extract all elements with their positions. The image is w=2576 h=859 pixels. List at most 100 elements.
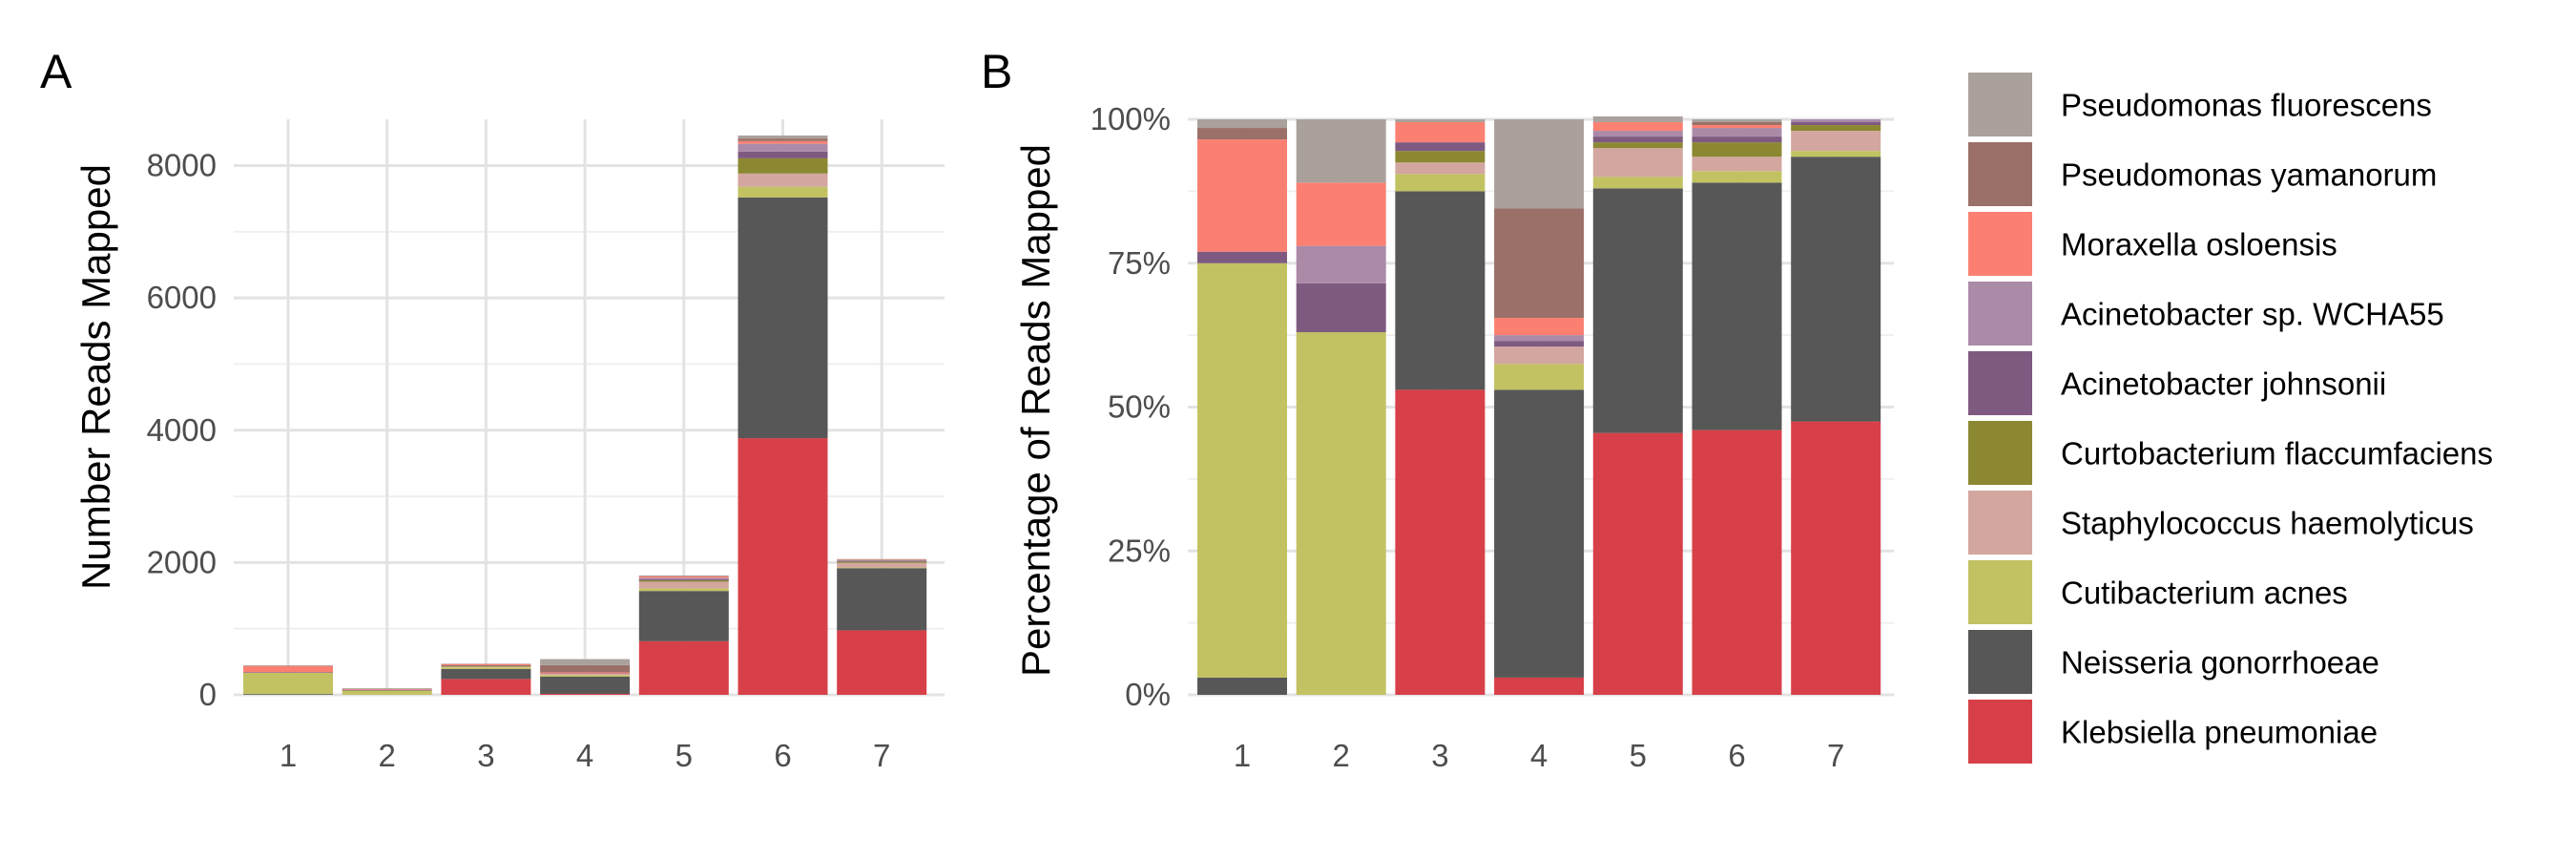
- bar-segment-cutibacterium-acnes-1: [243, 672, 333, 695]
- bar-segment-acinetobacter-johnsonii-2: [342, 689, 432, 691]
- x-tick-label: 6: [774, 738, 791, 773]
- legend-label: Neisseria gonorrhoeae: [2061, 645, 2379, 681]
- legend-key-neisseria-gonorrhoeae: [1968, 630, 2032, 694]
- bar-stack-5: [1592, 115, 1683, 695]
- bar-segment-cutibacterium-acnes-5: [638, 588, 729, 592]
- bar-segment-klebsiella-pneumoniae-7: [1791, 421, 1881, 695]
- bar-segment-acinetobacter-johnsonii-1: [243, 672, 333, 673]
- bar-segment-acinetobacter-johnsonii-3: [1395, 142, 1485, 152]
- bar-segment-neisseria-gonorrhoeae-7: [1791, 157, 1881, 422]
- bar-segment-neisseria-gonorrhoeae-7: [837, 568, 927, 631]
- bar-segment-acinetobacter-sp-wcha55-5: [638, 577, 729, 579]
- legend-key-pseudomonas-yamanorum: [1968, 142, 2032, 206]
- bar-segment-cutibacterium-acnes-7: [837, 567, 927, 569]
- bar-segment-cutibacterium-acnes-2: [1296, 332, 1386, 695]
- bar-segment-staphylococcus-haemolyticus-4: [1494, 346, 1585, 365]
- bar-segment-klebsiella-pneumoniae-6: [737, 438, 828, 695]
- bar-segment-cutibacterium-acnes-6: [1692, 171, 1782, 183]
- legend-item-acinetobacter-sp-wcha55: Acinetobacter sp. WCHA55: [1968, 282, 2444, 346]
- x-tick-label: 3: [477, 738, 494, 773]
- bar-segment-moraxella-osloensis-6: [737, 140, 828, 144]
- legend-key-moraxella-osloensis: [1968, 212, 2032, 276]
- bar-segment-staphylococcus-haemolyticus-4: [540, 673, 631, 676]
- bar-segment-staphylococcus-haemolyticus-6: [1692, 157, 1782, 172]
- bar-segment-acinetobacter-johnsonii-5: [1592, 136, 1683, 143]
- bar-segment-moraxella-osloensis-3: [441, 663, 531, 666]
- bar-segment-pseudomonas-fluorescens-6: [1692, 119, 1782, 123]
- y-tick-label: 50%: [1108, 389, 1171, 425]
- bar-segment-acinetobacter-sp-wcha55-2: [1296, 245, 1386, 283]
- bar-segment-staphylococcus-haemolyticus-5: [1592, 148, 1683, 178]
- bar-segment-neisseria-gonorrhoeae-4: [540, 676, 631, 694]
- bar-segment-pseudomonas-fluorescens-4: [540, 659, 631, 665]
- bar-segment-pseudomonas-fluorescens-2: [1296, 119, 1386, 183]
- bar-stack-3: [1395, 119, 1485, 695]
- bar-stack-3: [441, 663, 531, 695]
- bar-segment-klebsiella-pneumoniae-5: [1592, 432, 1683, 695]
- legend-key-acinetobacter-sp-wcha55: [1968, 282, 2032, 346]
- legend-item-acinetobacter-johnsonii: Acinetobacter johnsonii: [1968, 351, 2386, 415]
- bar-stack-7: [837, 558, 927, 695]
- bar-segment-curtobacterium-flaccumfaciens-3: [1395, 151, 1485, 163]
- panel-a: A 0 2000 4000 6000 8000 1 2 3 4 5 6 7 Number Reads…: [40, 45, 945, 773]
- bar-stack-1: [1197, 119, 1287, 695]
- legend-item-cutibacterium-acnes: Cutibacterium acnes: [1968, 560, 2348, 624]
- bar-segment-moraxella-osloensis-1: [1197, 139, 1287, 252]
- bar-segment-klebsiella-pneumoniae-3: [441, 679, 531, 695]
- legend-key-cutibacterium-acnes: [1968, 560, 2032, 624]
- bar-segment-acinetobacter-sp-wcha55-6: [737, 143, 828, 152]
- legend-label: Staphylococcus haemolyticus: [2061, 506, 2474, 541]
- legend-label: Pseudomonas yamanorum: [2061, 157, 2437, 193]
- y-tick-label: 8000: [147, 148, 217, 183]
- bar-segment-curtobacterium-flaccumfaciens-3: [441, 665, 531, 667]
- bar-segment-acinetobacter-sp-wcha55-4: [1494, 335, 1585, 342]
- bar-stack-4: [1494, 119, 1585, 695]
- x-tick-label: 2: [379, 738, 396, 773]
- y-tick-label: 4000: [147, 412, 217, 448]
- bar-segment-pseudomonas-yamanorum-1: [243, 665, 333, 667]
- bar-segment-moraxella-osloensis-7: [837, 559, 927, 560]
- bar-segment-acinetobacter-johnsonii-5: [638, 578, 729, 581]
- bar-segment-curtobacterium-flaccumfaciens-5: [638, 580, 729, 582]
- bar-segment-moraxella-osloensis-5: [638, 576, 729, 578]
- bar-segment-neisseria-gonorrhoeae-5: [638, 591, 729, 641]
- panel-b: B 0% 25% 50% 75% 100% 1 2 3 4 5 6 7 Percentage of …: [981, 45, 1894, 773]
- legend-label: Moraxella osloensis: [2061, 227, 2337, 262]
- bar-segment-acinetobacter-sp-wcha55-5: [1592, 131, 1683, 137]
- bar-segment-acinetobacter-johnsonii-6: [1692, 136, 1782, 143]
- bar-segment-curtobacterium-flaccumfaciens-7: [1791, 125, 1881, 132]
- bar-stack-2: [1296, 119, 1386, 695]
- x-tick-label: 3: [1431, 738, 1448, 773]
- bar-segment-klebsiella-pneumoniae-6: [1692, 430, 1782, 695]
- bar-segment-pseudomonas-fluorescens-1: [1197, 119, 1287, 129]
- bar-segment-moraxella-osloensis-4: [1494, 318, 1585, 336]
- legend-key-staphylococcus-haemolyticus: [1968, 491, 2032, 555]
- legend-key-curtobacterium-flaccumfaciens: [1968, 421, 2032, 485]
- bar-segment-pseudomonas-yamanorum-1: [1197, 128, 1287, 140]
- panel-b-bars: [1197, 115, 1881, 695]
- bar-stack-7: [1791, 119, 1881, 695]
- bar-segment-neisseria-gonorrhoeae-6: [737, 197, 828, 439]
- bar-segment-neisseria-gonorrhoeae-6: [1692, 182, 1782, 430]
- bar-segment-neisseria-gonorrhoeae-3: [1395, 191, 1485, 390]
- bar-segment-staphylococcus-haemolyticus-7: [1791, 131, 1881, 152]
- legend-item-staphylococcus-haemolyticus: Staphylococcus haemolyticus: [1968, 491, 2474, 555]
- bar-segment-pseudomonas-yamanorum-6: [737, 138, 828, 141]
- bar-segment-staphylococcus-haemolyticus-7: [837, 562, 927, 568]
- legend-item-klebsiella-pneumoniae: Klebsiella pneumoniae: [1968, 700, 2378, 764]
- x-tick-label: 4: [576, 738, 593, 773]
- bar-segment-acinetobacter-johnsonii-4: [1494, 341, 1585, 347]
- bar-segment-cutibacterium-acnes-7: [1791, 151, 1881, 157]
- bar-segment-pseudomonas-fluorescens-5: [1592, 115, 1683, 123]
- legend-item-curtobacterium-flaccumfaciens: Curtobacterium flaccumfaciens: [1968, 421, 2493, 485]
- legend-label: Cutibacterium acnes: [2061, 576, 2348, 611]
- x-tick-label: 5: [1630, 738, 1647, 773]
- bar-segment-staphylococcus-haemolyticus-3: [1395, 162, 1485, 175]
- bar-segment-pseudomonas-fluorescens-6: [737, 135, 828, 139]
- legend-label: Acinetobacter johnsonii: [2061, 367, 2386, 402]
- y-tick-label: 2000: [147, 544, 217, 579]
- panel-a-bars: [243, 135, 927, 695]
- bar-segment-moraxella-osloensis-6: [1692, 125, 1782, 129]
- bar-segment-neisseria-gonorrhoeae-1: [243, 694, 333, 695]
